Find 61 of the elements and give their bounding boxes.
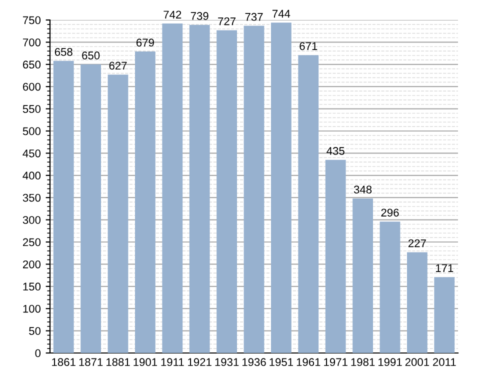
bar <box>271 22 292 353</box>
y-tick-label: 100 <box>23 304 41 313</box>
y-tick-label: 200 <box>22 260 41 268</box>
data-label: 737 <box>245 12 263 21</box>
data-label: 679 <box>136 38 154 47</box>
x-tick-label: 1936 <box>242 358 266 366</box>
bar <box>380 222 400 353</box>
data-label: 348 <box>354 186 372 194</box>
y-tick-label: 400 <box>22 172 41 180</box>
data-label: 171 <box>436 264 454 272</box>
x-tick-label: 1961 <box>296 358 320 366</box>
y-tick-label: 150 <box>23 282 41 291</box>
bar <box>108 74 128 353</box>
data-label: 227 <box>408 239 426 248</box>
x-tick-label: 1931 <box>215 358 239 366</box>
x-tick-label: 1991 <box>378 358 402 366</box>
data-label: 727 <box>218 17 236 26</box>
x-tick-label: 1921 <box>188 358 212 366</box>
x-tick-label: 1871 <box>79 358 103 366</box>
bar <box>352 198 373 353</box>
x-tick-label: 1901 <box>134 358 158 366</box>
y-tick-label: 700 <box>23 38 41 46</box>
x-tick-label: 1861 <box>52 358 76 366</box>
y-tick-label: 650 <box>23 60 41 69</box>
bar <box>80 64 101 353</box>
x-tick-label: 1951 <box>270 358 294 366</box>
y-tick-label: 600 <box>23 82 41 91</box>
bar <box>325 160 346 353</box>
x-tick-label: 1881 <box>106 358 130 366</box>
bar <box>53 60 74 353</box>
data-label: 435 <box>326 147 344 155</box>
data-label: 658 <box>54 48 72 56</box>
y-tick-label: 550 <box>22 105 41 113</box>
y-tick-label: 0 <box>35 349 41 358</box>
bar <box>298 55 319 353</box>
data-label: 650 <box>82 52 100 60</box>
data-label: 742 <box>164 10 182 18</box>
data-label: 744 <box>272 10 290 18</box>
data-label: 671 <box>300 42 318 50</box>
data-label: 739 <box>190 12 208 20</box>
y-tick-label: 450 <box>22 149 41 158</box>
bar <box>189 24 210 353</box>
bar <box>407 252 428 353</box>
data-label: 296 <box>381 208 399 217</box>
bar <box>216 30 237 353</box>
y-tick-label: 350 <box>22 194 41 202</box>
y-tick-label: 750 <box>23 16 41 24</box>
y-tick-label: 50 <box>29 327 41 335</box>
y-tick-label: 300 <box>22 216 41 224</box>
x-tick-label: 1981 <box>351 358 375 366</box>
x-tick-label: 2001 <box>405 358 430 366</box>
y-tick-label: 500 <box>22 127 41 136</box>
bar <box>434 277 455 353</box>
x-tick-label: 1911 <box>161 358 184 366</box>
x-tick-label: 1971 <box>324 358 348 366</box>
y-tick-label: 250 <box>22 238 41 246</box>
bar <box>244 26 264 353</box>
data-label: 627 <box>109 62 127 70</box>
x-tick-label: 2011 <box>433 358 456 366</box>
bar <box>135 52 156 353</box>
bar <box>162 24 183 353</box>
